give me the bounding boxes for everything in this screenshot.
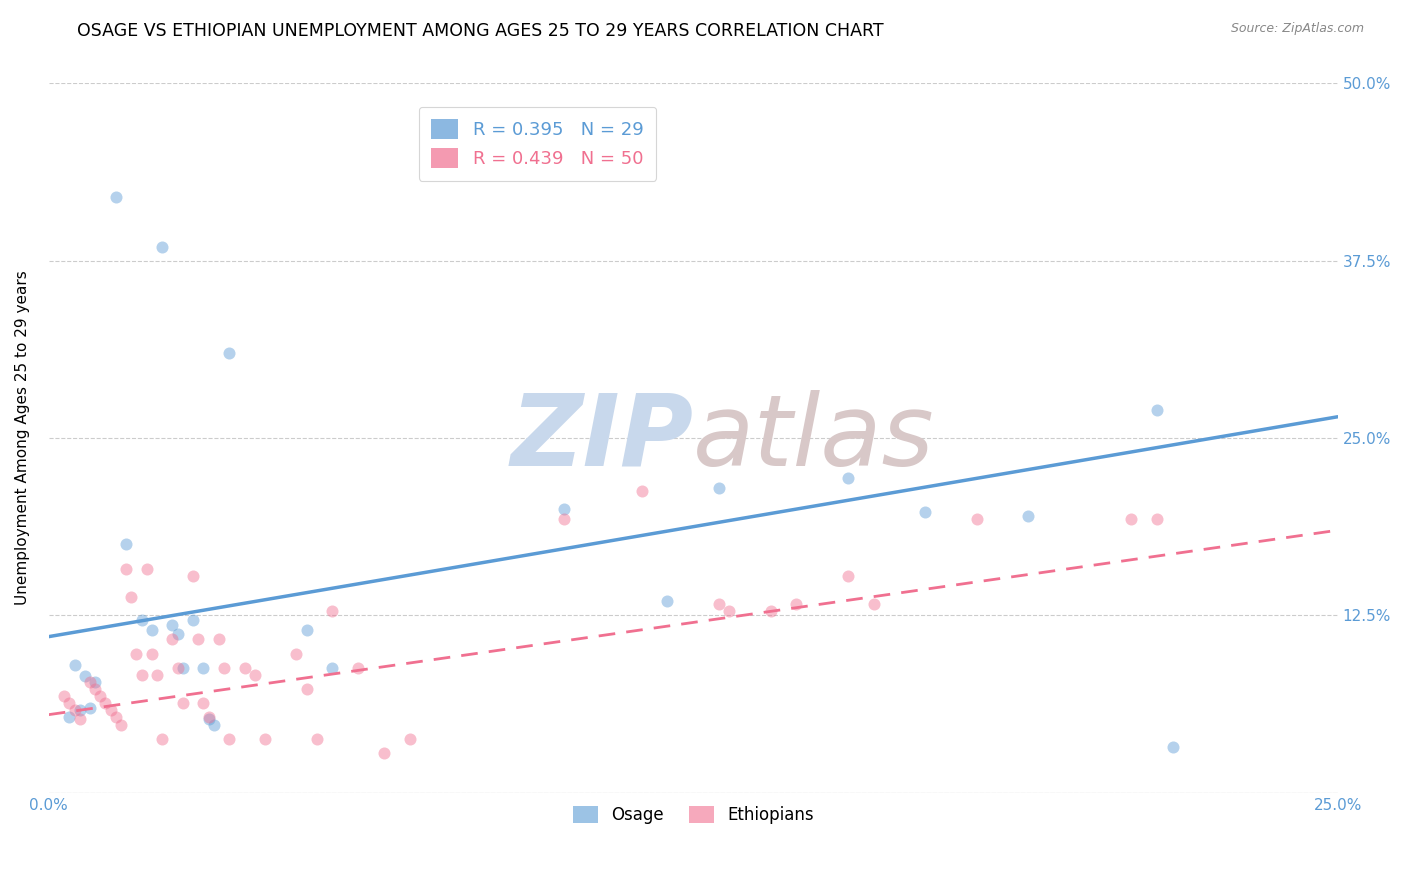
Text: atlas: atlas: [693, 390, 935, 486]
Point: [146, 668, 169, 682]
Text: ZIP: ZIP: [510, 390, 693, 486]
Point: [104, 710, 127, 724]
Legend: Osage, Ethiopians: Osage, Ethiopians: [562, 796, 824, 834]
Point: [243, 668, 266, 682]
Point: [553, 502, 575, 516]
Point: [966, 512, 988, 526]
Point: [150, 239, 173, 253]
Point: [63, 703, 86, 717]
Point: [181, 613, 204, 627]
Point: [837, 471, 859, 485]
Point: [63, 658, 86, 673]
Point: [58, 696, 80, 710]
Point: [321, 604, 343, 618]
Point: [305, 731, 328, 746]
Point: [84, 675, 107, 690]
Point: [862, 597, 884, 611]
Point: [141, 647, 163, 661]
Point: [1017, 509, 1039, 524]
Point: [1146, 402, 1168, 417]
Point: [837, 568, 859, 582]
Point: [181, 568, 204, 582]
Point: [1121, 512, 1143, 526]
Point: [197, 710, 219, 724]
Point: [193, 661, 215, 675]
Point: [657, 594, 679, 608]
Point: [197, 712, 219, 726]
Point: [218, 346, 240, 360]
Point: [150, 731, 173, 746]
Point: [172, 696, 194, 710]
Point: [295, 623, 318, 637]
Point: [553, 512, 575, 526]
Point: [79, 675, 101, 690]
Point: [218, 731, 240, 746]
Point: [914, 505, 936, 519]
Point: [759, 604, 782, 618]
Point: [398, 731, 420, 746]
Point: [115, 561, 138, 575]
Point: [347, 661, 370, 675]
Point: [141, 623, 163, 637]
Point: [172, 661, 194, 675]
Text: OSAGE VS ETHIOPIAN UNEMPLOYMENT AMONG AGES 25 TO 29 YEARS CORRELATION CHART: OSAGE VS ETHIOPIAN UNEMPLOYMENT AMONG AG…: [77, 22, 884, 40]
Point: [233, 661, 256, 675]
Point: [166, 661, 188, 675]
Point: [131, 613, 153, 627]
Point: [120, 590, 142, 604]
Point: [58, 710, 80, 724]
Point: [1146, 512, 1168, 526]
Point: [321, 661, 343, 675]
Point: [79, 700, 101, 714]
Point: [212, 661, 235, 675]
Text: Source: ZipAtlas.com: Source: ZipAtlas.com: [1230, 22, 1364, 36]
Point: [115, 537, 138, 551]
Point: [187, 632, 209, 647]
Point: [162, 632, 184, 647]
Point: [193, 696, 215, 710]
Point: [202, 717, 225, 731]
Point: [373, 746, 395, 760]
Point: [208, 632, 231, 647]
Point: [131, 668, 153, 682]
Point: [785, 597, 807, 611]
Point: [89, 689, 111, 703]
Point: [53, 689, 76, 703]
Point: [254, 731, 277, 746]
Point: [69, 712, 91, 726]
Point: [630, 483, 652, 498]
Point: [1161, 740, 1184, 755]
Point: [84, 682, 107, 697]
Point: [718, 604, 741, 618]
Point: [125, 647, 148, 661]
Point: [285, 647, 308, 661]
Point: [135, 561, 157, 575]
Point: [707, 481, 730, 495]
Point: [94, 696, 117, 710]
Point: [69, 703, 91, 717]
Point: [707, 597, 730, 611]
Y-axis label: Unemployment Among Ages 25 to 29 years: Unemployment Among Ages 25 to 29 years: [15, 270, 30, 606]
Point: [110, 717, 132, 731]
Point: [162, 618, 184, 632]
Point: [295, 682, 318, 697]
Point: [166, 627, 188, 641]
Point: [104, 190, 127, 204]
Point: [73, 669, 96, 683]
Point: [100, 703, 122, 717]
